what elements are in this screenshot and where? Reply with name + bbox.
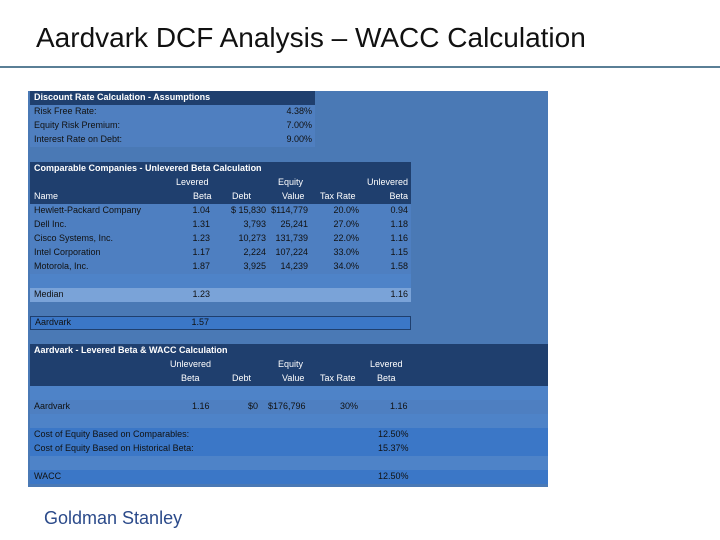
median-row: Median 1.23 1.16 <box>30 288 411 302</box>
table-row: Motorola, Inc. 1.87 3,925 14,239 34.0% 1… <box>30 260 411 274</box>
assumptions-header: Discount Rate Calculation - Assumptions <box>30 91 315 105</box>
assumption-row: Risk Free Rate: 4.38% <box>30 105 315 119</box>
wacc-block: Aardvark - Levered Beta & WACC Calculati… <box>30 344 548 484</box>
slide-title: Aardvark DCF Analysis – WACC Calculation <box>36 22 586 53</box>
table-row: Dell Inc. 1.31 3,793 25,241 27.0% 1.18 <box>30 218 411 232</box>
spacer-row <box>30 386 548 400</box>
spacer-row <box>30 414 548 428</box>
assumption-row: Interest Rate on Debt: 9.00% <box>30 133 315 147</box>
aardvark-beta-row: Aardvark 1.57 <box>30 316 411 330</box>
coe-historical-row: Cost of Equity Based on Historical Beta:… <box>30 442 548 456</box>
spacer-row <box>30 274 411 288</box>
comparables-col-bottom: Name Beta Debt Value Tax Rate Beta <box>30 190 411 204</box>
comparables-header: Comparable Companies - Unlevered Beta Ca… <box>30 162 411 176</box>
spacer-row <box>30 456 548 470</box>
table-row: Intel Corporation 1.17 2,224 107,224 33.… <box>30 246 411 260</box>
wacc-header: Aardvark - Levered Beta & WACC Calculati… <box>30 344 548 358</box>
table-row: Hewlett-Packard Company 1.04 $ 15,830 $1… <box>30 204 411 218</box>
assumption-row: Equity Risk Premium: 7.00% <box>30 119 315 133</box>
comparables-col-top: Levered Equity Unlevered <box>30 176 411 190</box>
wacc-col-top: Unlevered Equity Levered <box>30 358 548 372</box>
aardvark-beta-block: Aardvark 1.57 <box>30 316 411 330</box>
aardvark-wacc-row: Aardvark 1.16 $0 $176,796 30% 1.16 <box>30 400 548 414</box>
wacc-col-bottom: Beta Debt Value Tax Rate Beta <box>30 372 548 386</box>
table-row: Cisco Systems, Inc. 1.23 10,273 131,739 … <box>30 232 411 246</box>
coe-comparables-row: Cost of Equity Based on Comparables: 12.… <box>30 428 548 442</box>
title-divider <box>0 66 720 68</box>
footer-brand: Goldman Stanley <box>44 508 183 528</box>
wacc-row: WACC 12.50% <box>30 470 548 484</box>
comparables-block: Comparable Companies - Unlevered Beta Ca… <box>30 162 411 302</box>
assumptions-block: Discount Rate Calculation - Assumptions … <box>30 91 315 147</box>
